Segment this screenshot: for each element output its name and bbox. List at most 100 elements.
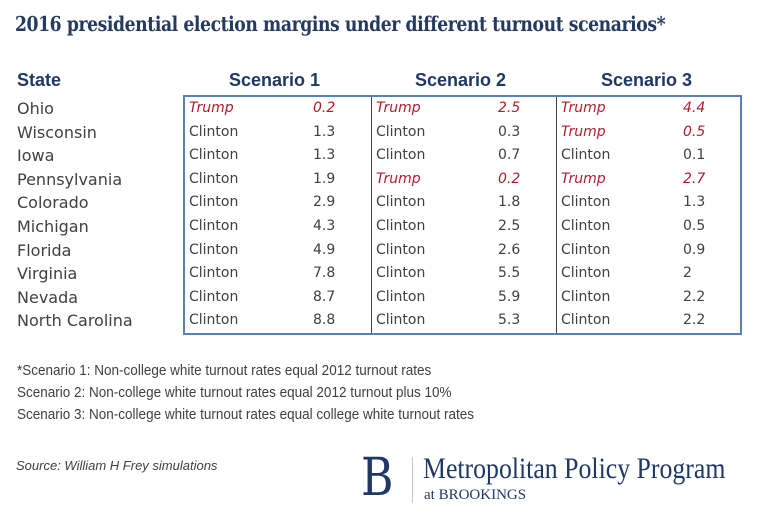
winner-label: Clinton [376,241,426,258]
logo-program-name: Metropolitan Policy Program [423,452,726,485]
winner-label: Clinton [189,288,239,305]
winner-label: Clinton [189,194,239,211]
winner-label: Trump [376,100,421,116]
header-scenario-2: Scenario 2 [415,70,507,90]
header-scenario-1: Scenario 1 [229,70,321,90]
margin-value: 1.3 [313,123,336,140]
margin-value: 5.3 [498,312,521,329]
table-cell: Clinton 1.3 [557,191,741,215]
table-cell: Clinton 0.7 [372,144,556,168]
header-scenario-3: Scenario 3 [601,70,693,90]
margin-value: 5.5 [498,265,521,282]
table-cell: Clinton 5.5 [372,262,556,286]
winner-label: Trump [376,170,421,187]
winner-label: Clinton [376,265,426,282]
winner-label: Trump [189,100,234,116]
table-cell: Clinton 2.2 [557,309,741,333]
margin-value: 2.5 [498,217,521,234]
margin-value: 0.1 [683,147,706,164]
winner-label: Clinton [189,123,239,140]
table-cell: Clinton 2.2 [557,286,741,310]
table-cell: Clinton 8.8 [185,309,371,333]
table-cell: Clinton 4.9 [185,239,371,263]
table-cell: Clinton 0.9 [557,239,741,263]
state-label: Ohio [17,99,54,118]
logo-subtitle: at BROOKINGS [424,487,527,503]
logo-divider [412,457,413,503]
winner-label: Clinton [561,217,611,234]
margin-value: 0.5 [683,123,706,140]
margin-value: 2 [683,265,692,282]
margin-value: 2.2 [683,288,706,305]
margin-value: 0.3 [498,123,521,140]
state-label: Michigan [17,216,89,236]
winner-label: Clinton [376,288,426,305]
scenario-3-column: Trump 4.4 Trump 0.5 Clinton 0.1 Trump 2.7 Clinto… [556,97,741,333]
winner-label: Clinton [376,147,426,164]
winner-label: Clinton [561,194,611,211]
state-label: North Carolina [17,311,133,331]
table-cell: Clinton 2.9 [185,191,371,215]
state-label: Iowa [17,146,55,166]
margin-value: 4.4 [683,100,706,116]
winner-label: Clinton [561,312,611,329]
table-cell: Clinton 2.6 [372,239,556,263]
table-cell: Clinton 1.3 [185,121,371,145]
table-cell: Clinton 1.8 [372,191,556,215]
winner-label: Clinton [561,288,611,305]
state-list: Ohio Wisconsin Iowa Pennsylvania Colorado Mic… [17,97,133,333]
state-label: Florida [17,240,72,260]
scenario-2-column: Trump 2.5 Clinton 0.3 Clinton 0.7 Trump 0.2 Clin… [371,97,556,333]
winner-label: Clinton [189,170,239,187]
footnotes: *Scenario 1: Non-college white turnout r… [17,360,525,426]
table-cell: Clinton 2 [557,262,741,286]
winner-label: Clinton [376,194,426,211]
margin-value: 4.3 [313,217,336,234]
winner-label: Trump [561,123,606,140]
brookings-logo-letter: B [361,448,394,508]
table-cell: Trump 2.5 [372,97,556,121]
winner-label: Trump [561,100,606,116]
state-label: Virginia [17,264,78,284]
state-label: Pennsylvania [17,169,123,189]
table-cell: Clinton 4.3 [185,215,371,239]
table-cell: Clinton 0.1 [557,144,741,168]
margin-value: 1.8 [498,194,521,211]
table-cell: Trump 0.2 [372,168,556,192]
winner-label: Clinton [376,312,426,329]
margin-value: 5.9 [498,288,521,305]
state-label: Nevada [17,287,79,307]
margin-value: 2.7 [683,170,706,187]
page-title: 2016 presidential election margins under… [15,12,666,36]
header-state: State [17,70,62,90]
table-cell: Clinton 1.3 [185,144,371,168]
margin-value: 1.3 [683,194,706,211]
scenario-table: Trump 0.2 Clinton 1.3 Clinton 1.3 Clinton 1.9 Cl… [183,95,742,335]
winner-label: Clinton [189,217,239,234]
winner-label: Clinton [189,241,239,258]
table-cell: Clinton 5.9 [372,286,556,310]
table-cell: Clinton 8.7 [185,286,371,310]
table-cell: Clinton 5.3 [372,309,556,333]
margin-value: 1.3 [313,147,336,164]
footnote-scenario-1: *Scenario 1: Non-college white turnout r… [17,362,432,379]
margin-value: 8.8 [313,312,336,329]
table-cell: Clinton 7.8 [185,262,371,286]
state-label: Wisconsin [17,122,97,142]
margin-value: 1.9 [313,170,336,187]
margin-value: 7.8 [313,265,336,282]
footnote-scenario-3: Scenario 3: Non-college white turnout ra… [17,406,475,423]
table-cell: Trump 0.5 [557,121,741,145]
table-cell: Trump 2.7 [557,168,741,192]
table-cell: Clinton 0.5 [557,215,741,239]
margin-value: 0.5 [683,217,706,234]
margin-value: 2.6 [498,241,521,258]
margin-value: 2.9 [313,194,336,211]
margin-value: 0.7 [498,147,521,164]
table-cell: Trump 0.2 [185,97,371,121]
source-note: Source: William H Frey simulations [16,458,218,473]
winner-label: Trump [561,170,606,187]
winner-label: Clinton [561,265,611,282]
winner-label: Clinton [376,123,426,140]
margin-value: 0.9 [683,241,706,258]
